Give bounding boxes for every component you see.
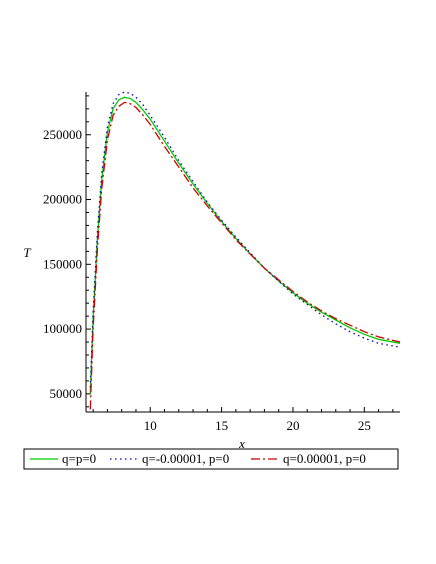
- x-axis-label: x: [238, 436, 245, 451]
- x-tick-label: 20: [286, 418, 299, 433]
- legend-box: [23, 448, 399, 470]
- x-tick-label: 15: [215, 418, 228, 433]
- series-group: [89, 91, 401, 410]
- legend-label: q=0.00001, p=0: [283, 451, 366, 466]
- x-tick-label: 10: [144, 418, 157, 433]
- legend-label: q=p=0: [62, 451, 96, 466]
- legend-label: q=-0.00001, p=0: [142, 451, 229, 466]
- legend: q=p=0 q=-0.00001, p=0 q=0.00001, p=0: [23, 448, 399, 470]
- series-line-3: [89, 101, 401, 410]
- series-line-1: [89, 96, 401, 394]
- y-tick-label: 200000: [43, 192, 82, 207]
- y-tick-label: 50000: [50, 386, 83, 401]
- y-axis-label: T: [23, 245, 31, 260]
- series-line-2: [89, 91, 401, 388]
- axes: 50000 100000 150000 200000 250000 10 15 20 25: [43, 92, 400, 433]
- y-tick-label: 150000: [43, 256, 82, 271]
- x-tick-label: 25: [358, 418, 371, 433]
- y-tick-label: 100000: [43, 321, 82, 336]
- y-tick-label: 250000: [43, 127, 82, 142]
